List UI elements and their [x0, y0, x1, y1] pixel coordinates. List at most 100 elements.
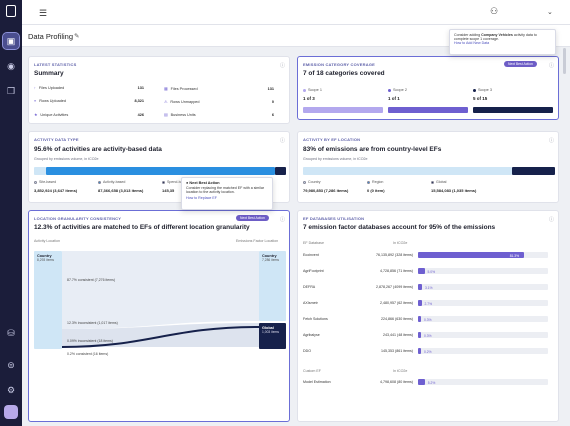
- bar-track: 5.2%: [418, 379, 548, 385]
- bar-track: 81.3%: [418, 252, 548, 258]
- left-column-header: Activity Location: [34, 239, 60, 243]
- support-icon[interactable]: ⊜: [7, 359, 15, 370]
- edit-icon[interactable]: ✎: [74, 33, 80, 40]
- scrollbar[interactable]: [563, 48, 567, 423]
- database-icon[interactable]: ⛁: [7, 327, 15, 338]
- activity-node-country[interactable]: Country 8,293 items: [34, 251, 62, 349]
- database-name: Model Estimation: [303, 380, 331, 384]
- stat-label: Files Uploaded: [38, 86, 65, 90]
- legend-value: 87,366,658 (3,013 items): [98, 188, 144, 193]
- table-row[interactable]: DDO 145,353 (861 items) 0.2%: [303, 347, 558, 356]
- table-row[interactable]: Agribalyse 243,441 (48 items) 0.3%: [303, 331, 558, 340]
- table-row[interactable]: AXIsmetr 2,480,957 (62 items) 2.7%: [303, 299, 558, 308]
- table-row[interactable]: DEFRA 2,878,267 (4099 items) 3.1%: [303, 283, 558, 292]
- legend-value: 145,35: [162, 188, 175, 193]
- chevron-down-icon[interactable]: ⌄: [547, 9, 553, 16]
- col-ef-database: EF Database: [303, 241, 324, 245]
- legend-dot: [367, 180, 370, 184]
- stat-value: 8,321: [134, 99, 144, 103]
- stat-value: 0: [271, 99, 274, 104]
- bar-fill: [418, 284, 423, 290]
- legend-label: Activity-based: [103, 180, 126, 184]
- next-best-action-button[interactable]: Next Best Action: [504, 61, 537, 67]
- database-value: 224,866 (630 items): [381, 317, 413, 321]
- bar-segment: [45, 167, 276, 175]
- stat-icon: ⚠: [164, 100, 168, 104]
- scope-dot: [473, 89, 476, 92]
- database-name: AXIsmetr: [303, 301, 318, 305]
- scope-label: Scope 2: [393, 88, 407, 92]
- stat-value: 131: [137, 86, 144, 90]
- table-row[interactable]: Ecoinvent 76,135,892 (328 items) 81.3%: [303, 251, 558, 260]
- info-icon[interactable]: ⓘ: [280, 138, 286, 144]
- legend-item: Site-based: [34, 180, 56, 184]
- bar-percent: 0.2%: [424, 350, 432, 354]
- bar-track: 0.3%: [418, 332, 548, 338]
- stat-item: ↑ Files Uploaded 131: [34, 86, 154, 90]
- bar-fill: [418, 300, 422, 306]
- database-name: AgriFootprint: [303, 269, 324, 273]
- scope-bar: [473, 107, 553, 113]
- info-icon[interactable]: ⓘ: [280, 63, 286, 69]
- table-row[interactable]: Fetch Solutions 224,866 (630 items) 0.3%: [303, 315, 558, 324]
- settings-icon[interactable]: ⚙: [6, 384, 16, 395]
- bar-fill: [418, 332, 421, 338]
- legend-label: Global: [436, 180, 447, 184]
- card-subtitle: Grouped by emissions volume, in tCO2e: [34, 157, 99, 161]
- bar-percent: 2.7%: [424, 302, 433, 306]
- ef-node-global[interactable]: Global 1,003 items: [259, 323, 286, 349]
- card-eyebrow: ACTIVITY BY EF LOCATION: [303, 137, 361, 142]
- card-title: 95.6% of activities are activity-based d…: [34, 146, 162, 153]
- stat-icon: ★: [34, 113, 38, 117]
- add-data-popover: Consider adding Company Vehicles activit…: [449, 29, 556, 55]
- table-row[interactable]: AgriFootprint 4,728,856 (71 items) 5.0%: [303, 267, 558, 276]
- flow-note: 0.09% inconsistent (18 items): [67, 339, 113, 343]
- bar-percent: 5.2%: [427, 381, 436, 385]
- legend-label: Country: [308, 180, 321, 184]
- user-icon[interactable]: ⚇: [490, 6, 499, 16]
- scope-value: 1 of 3: [303, 96, 315, 101]
- scope-dot: [388, 89, 391, 92]
- card-eyebrow: LATEST STATISTICS: [34, 62, 77, 67]
- info-icon[interactable]: ⓘ: [549, 138, 555, 144]
- database-value: 2,878,267 (4099 items): [376, 285, 413, 289]
- bar-track: 5.0%: [418, 268, 548, 274]
- legend-dot: [162, 180, 165, 184]
- card-title: 7 emission factor databases account for …: [303, 224, 496, 231]
- info-icon[interactable]: ⓘ: [280, 217, 286, 223]
- legend-dot: [98, 180, 101, 184]
- legend-label: Site-based: [39, 180, 57, 184]
- database-value: 145,353 (861 items): [381, 349, 413, 353]
- info-icon[interactable]: ⓘ: [549, 63, 555, 69]
- replace-ef-link[interactable]: How to Replace EF: [186, 196, 217, 200]
- data-profiling-icon[interactable]: ▣: [2, 32, 20, 50]
- flow-inconsistent-line: [61, 326, 260, 348]
- table-row[interactable]: Model Estimation 4,798,608 (80 items) 5.2%: [303, 378, 558, 387]
- bar-segment: [512, 167, 555, 175]
- add-data-link[interactable]: How to Add New Data: [454, 41, 490, 45]
- col-tco2e: In tCO2e: [393, 241, 408, 245]
- stat-label: Unique Activities: [40, 112, 69, 117]
- scope-bar: [388, 107, 468, 113]
- stat-value: 131: [267, 86, 274, 91]
- card-eyebrow: ACTIVITY DATA TYPE: [34, 137, 79, 142]
- database-value: 4,728,856 (71 items): [380, 269, 413, 273]
- col-tco2e: In tCO2e: [393, 369, 408, 373]
- legend-label: Spend-based: [167, 180, 189, 184]
- ef-node-country[interactable]: Country 7,286 items: [259, 251, 286, 321]
- app-logo: [6, 5, 16, 17]
- next-best-action-button[interactable]: Next Best Action: [236, 215, 269, 221]
- stat-value: 6: [271, 112, 274, 117]
- stat-icon: ▤: [164, 113, 168, 117]
- scrollbar-thumb[interactable]: [563, 48, 566, 74]
- legend-item: Activity-based: [98, 180, 125, 184]
- avatar[interactable]: [4, 405, 18, 419]
- info-icon[interactable]: ⓘ: [549, 217, 555, 223]
- bar-percent: 5.0%: [427, 270, 436, 274]
- bar-track: 0.2%: [418, 348, 548, 354]
- menu-icon[interactable]: ☰: [39, 8, 48, 18]
- page-title: Data Profiling: [28, 32, 74, 41]
- target-icon[interactable]: ◉: [7, 60, 15, 71]
- legend-item: Region: [367, 180, 383, 184]
- document-icon[interactable]: ❒: [6, 85, 16, 96]
